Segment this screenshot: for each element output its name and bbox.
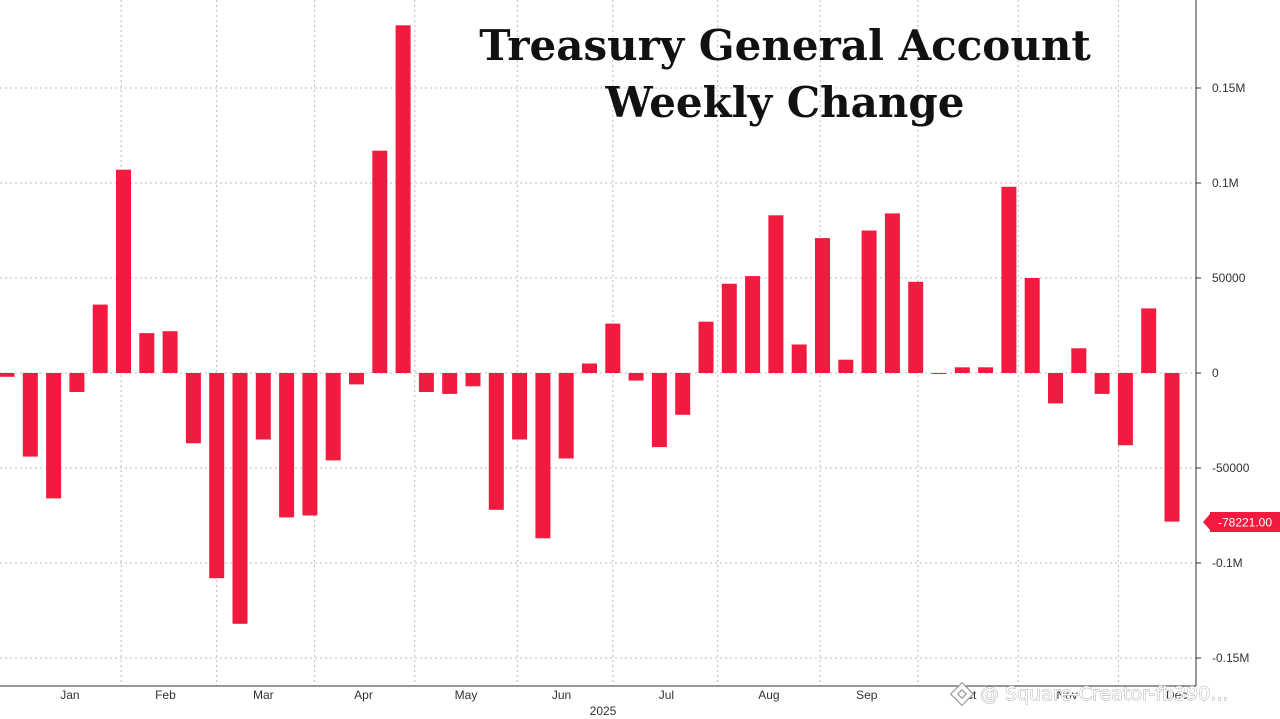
bar	[721, 283, 737, 373]
bar	[605, 323, 621, 373]
bar	[465, 373, 481, 387]
bar	[372, 150, 388, 373]
x-tick-label: Sep	[856, 688, 878, 702]
last-value-label: -78221.00	[1218, 516, 1272, 530]
bar	[162, 331, 178, 373]
gridlines	[0, 0, 1196, 686]
bar	[209, 373, 225, 579]
watermark-text: @ Square-Creator-fb390...	[980, 683, 1228, 705]
y-tick-label: -0.15M	[1212, 651, 1249, 665]
y-tick-label: 50000	[1212, 271, 1246, 285]
watermark: @ Square-Creator-fb390...	[949, 681, 1229, 707]
x-axis-year-label: 2025	[590, 704, 617, 718]
y-axis-ticks: 0.15M 0.1M 50000 0 -50000 -0.1M -0.15M	[1196, 81, 1250, 665]
bar	[954, 367, 970, 373]
chart-title-line-1: Treasury General Account	[479, 21, 1091, 70]
chart-title-line-2: Weekly Change	[604, 78, 964, 127]
bar	[1141, 308, 1157, 373]
bar	[442, 373, 458, 394]
bar	[1001, 186, 1017, 373]
bar	[1048, 373, 1063, 404]
binance-logo-icon	[949, 681, 975, 707]
y-tick-label: -50000	[1212, 461, 1250, 475]
bar	[279, 373, 295, 518]
bar	[908, 281, 924, 373]
bar	[1071, 348, 1087, 373]
bar	[791, 344, 807, 373]
bars	[0, 25, 1180, 624]
bar	[185, 373, 201, 444]
x-tick-label: May	[455, 688, 478, 702]
bar	[558, 373, 574, 459]
bar	[69, 373, 85, 392]
last-value-tag: -78221.00	[1203, 512, 1280, 532]
bar	[535, 373, 551, 539]
bar	[838, 359, 854, 373]
bar	[978, 367, 994, 373]
bar	[22, 373, 38, 457]
bar	[46, 373, 62, 499]
bar	[628, 373, 644, 381]
x-tick-label: Jul	[659, 688, 674, 702]
x-tick-label: Apr	[354, 688, 373, 702]
bar	[139, 333, 155, 373]
bar	[651, 373, 667, 448]
y-tick-label: 0	[1212, 366, 1219, 380]
bar	[768, 215, 784, 373]
bar	[745, 276, 761, 373]
x-tick-label: Feb	[155, 688, 176, 702]
bar	[582, 363, 597, 373]
bar	[1094, 373, 1110, 394]
bar	[488, 373, 504, 510]
bar	[116, 169, 131, 373]
last-value-pointer	[1203, 514, 1210, 530]
bar	[325, 373, 341, 461]
bar	[698, 321, 714, 373]
bar	[0, 373, 15, 377]
y-tick-label: 0.1M	[1212, 176, 1239, 190]
bar	[232, 373, 248, 624]
x-tick-label: Nov	[1056, 688, 1077, 702]
bar	[302, 373, 318, 516]
bar	[815, 238, 830, 373]
bar	[395, 25, 411, 374]
bar	[418, 373, 434, 392]
bar	[512, 373, 528, 440]
x-tick-label: Jan	[60, 688, 79, 702]
x-tick-label: Mar	[253, 688, 274, 702]
bar	[861, 230, 877, 373]
last-value-box	[1210, 512, 1280, 532]
bar	[349, 373, 364, 385]
x-tick-label: Dec	[1166, 688, 1187, 702]
bar	[1164, 373, 1180, 522]
bar	[92, 304, 108, 373]
bar	[1117, 373, 1133, 446]
bar	[255, 373, 271, 440]
x-tick-label: Aug	[758, 688, 779, 702]
bar	[931, 373, 947, 374]
y-tick-label: -0.1M	[1212, 556, 1243, 570]
bar	[1024, 278, 1040, 373]
x-tick-label: Jun	[552, 688, 571, 702]
y-tick-label: 0.15M	[1212, 81, 1245, 95]
bar	[884, 213, 900, 373]
bar	[675, 373, 691, 415]
